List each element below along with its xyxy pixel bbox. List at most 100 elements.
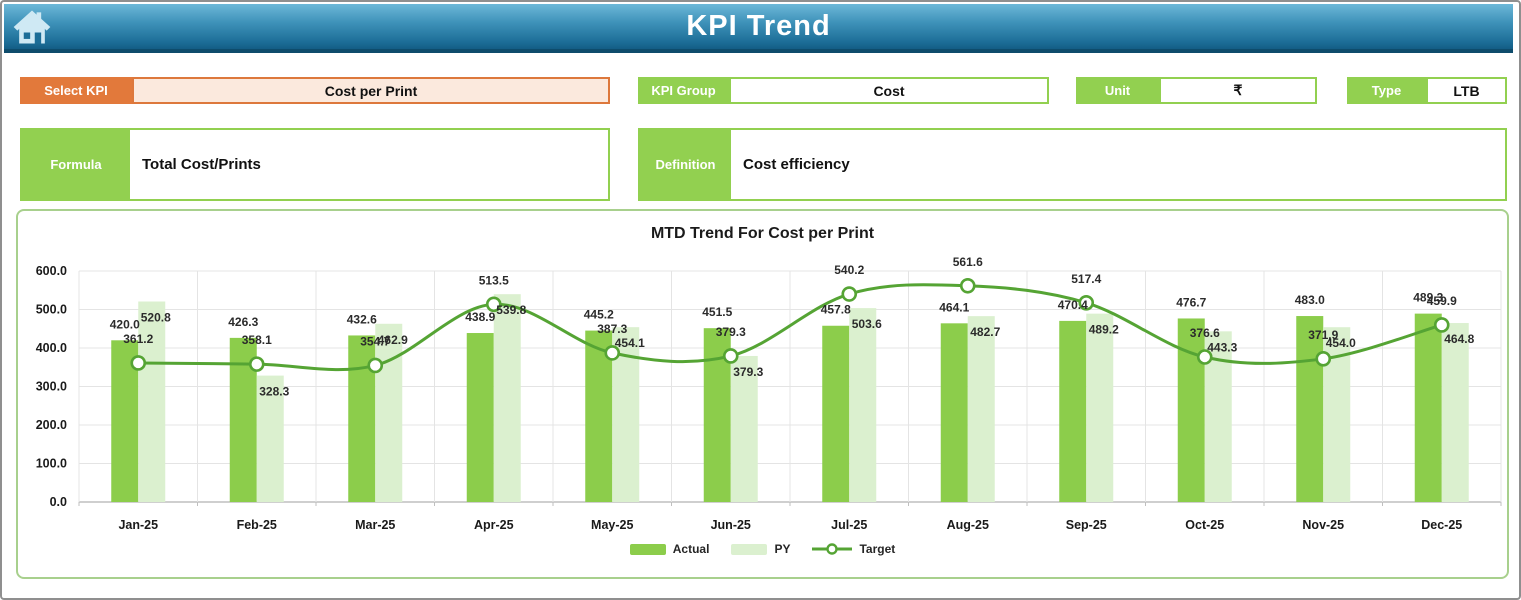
target-marker [1196,349,1213,365]
target-label: 379.3 [716,325,746,339]
py-bar [1086,313,1114,502]
py-label: 443.3 [1207,340,1237,354]
target-label: 517.4 [1071,272,1101,286]
py-bar [730,355,758,502]
unit-field: ₹ [1159,77,1317,104]
target-marker [130,355,147,371]
target-label: 358.1 [242,333,272,347]
target-label: 459.9 [1427,294,1457,308]
actual-label: 451.5 [702,305,732,319]
target-label: 371.9 [1308,328,1338,342]
actual-bar [1414,313,1442,502]
x-tick-label: Nov-25 [1302,518,1344,532]
target-marker [367,357,384,374]
formula-box: Formula Total Cost/Prints [20,128,610,201]
actual-bar [1059,320,1087,502]
type-field: LTB [1426,77,1507,104]
home-icon[interactable] [10,5,54,49]
target-label: 354.7 [360,334,390,348]
target-marker [959,277,976,294]
y-tick-label: 600.0 [36,264,67,278]
formula-label: Formula [22,130,130,199]
target-marker [841,286,858,302]
py-bar [256,375,284,502]
y-tick-label: 200.0 [36,418,67,432]
actual-label: 483.0 [1295,293,1325,307]
y-tick-label: 400.0 [36,341,67,355]
py-bar [138,301,166,502]
legend-swatch-icon [629,543,666,555]
target-line [138,283,1443,372]
actual-label: 470.4 [1058,298,1088,312]
actual-bar [940,323,968,502]
legend-item-target: Target [812,542,895,556]
actual-label: 426.3 [228,315,258,329]
legend-label: Target [859,542,896,556]
py-label: 454.0 [1326,336,1356,350]
definition-label: Definition [640,130,731,199]
type-label: Type [1347,77,1426,104]
target-label: 361.2 [123,332,153,346]
target-marker [1433,317,1450,333]
mtd-trend-card: MTD Trend For Cost per Print 0.0 100.0 200… [16,209,1509,579]
py-label: 503.6 [852,317,882,331]
target-label: 513.5 [479,273,509,287]
select-kpi-control: Select KPI Cost per Print [20,77,610,104]
type-control: Type LTB [1347,77,1507,104]
actual-bar [1296,316,1324,502]
kpi-group-field: Cost [729,77,1049,104]
actual-bar [822,325,850,502]
py-label: 328.3 [259,385,289,399]
legend-item-actual: Actual [629,542,709,556]
legend-line-icon [812,543,853,555]
py-label: 462.9 [378,333,408,347]
actual-bar [1177,318,1205,502]
y-tick-label: 500.0 [36,303,67,317]
py-label: 539.8 [496,303,526,317]
py-bar [849,308,877,502]
x-tick-label: May-25 [591,518,633,532]
definition-value: Cost efficiency [743,156,850,173]
py-label: 482.7 [970,325,1000,339]
x-tick-label: Aug-25 [947,518,989,532]
kpi-group-control: KPI Group Cost [638,77,1049,104]
mtd-trend-chart: 0.0 100.0 200.0 300.0 400.0 500.0 600.0 420.0 52… [36,255,1502,532]
actual-bar [466,333,494,502]
py-label: 464.8 [1444,332,1474,346]
x-tick-label: Feb-25 [237,518,277,532]
legend-swatch-icon [731,543,768,555]
target-label: 561.6 [953,255,983,269]
x-tick-label: Mar-25 [355,518,395,532]
unit-control: Unit ₹ [1076,77,1317,104]
py-label: 489.2 [1089,323,1119,337]
select-kpi-field[interactable]: Cost per Print [132,77,610,104]
py-label: 520.8 [141,310,171,324]
target-label: 540.2 [834,263,864,277]
y-tick-label: 0.0 [50,495,67,509]
actual-label: 420.0 [110,317,140,331]
target-marker [485,296,502,313]
definition-box: Definition Cost efficiency [638,128,1507,201]
target-marker [1078,295,1095,311]
target-marker [1315,351,1332,367]
target-marker [248,356,265,372]
py-bar [967,316,995,502]
y-tick-label: 300.0 [36,380,67,394]
x-tick-label: Jul-25 [831,518,867,532]
x-tick-label: Sep-25 [1066,518,1107,532]
x-tick-label: Apr-25 [474,518,514,532]
header-bar: KPI Trend [4,4,1513,53]
actual-label: 432.6 [347,312,377,326]
py-label: 379.3 [733,365,763,379]
page-title: KPI Trend [686,10,831,42]
select-kpi-label: Select KPI [20,77,132,104]
actual-label: 438.9 [465,310,495,324]
py-bar [493,294,521,502]
actual-label: 457.8 [821,303,851,317]
py-label: 454.1 [615,336,645,350]
target-marker [722,348,739,364]
unit-label: Unit [1076,77,1159,104]
x-tick-label: Oct-25 [1185,518,1224,532]
y-tick-label: 100.0 [36,457,67,471]
